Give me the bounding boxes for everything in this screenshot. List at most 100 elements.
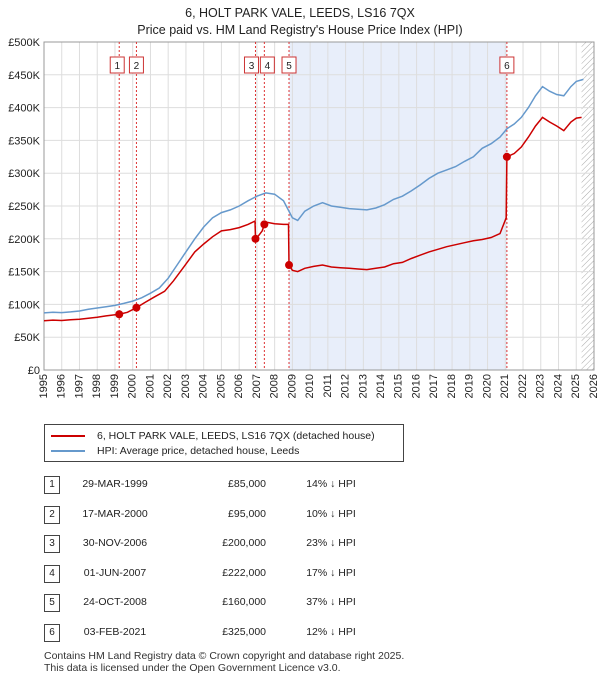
x-tick-label: 2004: [198, 374, 210, 398]
x-tick-label: 2019: [464, 374, 476, 398]
sale-point: [251, 234, 260, 243]
x-tick-label: 1997: [73, 374, 85, 398]
sale-date: 29-MAR-1999: [82, 478, 148, 490]
x-tick-label: 2013: [357, 374, 369, 398]
sale-label-box: [243, 56, 259, 74]
price-chart: £0 £50K £100K £150K £200K £250K £300K £350K £400…: [8, 37, 600, 398]
plot-border: [43, 41, 595, 371]
hpi-difference: 37% ↓ HPI: [306, 596, 356, 608]
x-tick-label: 2024: [552, 374, 564, 398]
legend-label-property: 6, HOLT PARK VALE, LEEDS, LS16 7QX (deta…: [97, 430, 375, 442]
y-tick-label: £350K: [8, 135, 40, 147]
sale-label-number: 6: [504, 61, 510, 72]
x-tick-label: 2003: [180, 374, 192, 398]
x-tick-label: 2018: [446, 374, 458, 398]
sale-date: 30-NOV-2006: [82, 537, 148, 549]
x-tick-label: 2022: [517, 374, 529, 398]
series-line-property: [43, 116, 582, 322]
x-tick-label: 2021: [499, 374, 511, 398]
y-tick-label: £50K: [14, 332, 40, 344]
x-tick-label: 2025: [570, 374, 582, 398]
legend-swatch-blue: [51, 450, 85, 452]
legend-item-hpi: HPI: Average price, detached house, Leed…: [51, 444, 299, 458]
y-tick-label: £150K: [8, 267, 40, 279]
y-tick-label: £300K: [8, 168, 40, 180]
sale-date: 03-FEB-2021: [83, 625, 147, 638]
sale-label-number: 5: [286, 61, 292, 72]
series-line-hpi: [43, 78, 584, 314]
x-tick-label: 2015: [393, 374, 405, 398]
sale-label-box: [109, 56, 125, 74]
x-tick-label: 2000: [127, 374, 139, 398]
x-tick-label: 2002: [162, 374, 174, 398]
x-tick-label: 1999: [109, 374, 121, 398]
x-tick-label: 2014: [375, 374, 387, 398]
sale-point: [260, 220, 269, 229]
hpi-difference: 14% ↓ HPI: [306, 478, 356, 490]
row-number-box: 5: [44, 594, 60, 612]
sale-point: [132, 303, 141, 312]
sale-label-number: 3: [249, 61, 255, 72]
chart-subtitle: Price paid vs. HM Land Registry's House …: [137, 23, 463, 37]
sale-price: £200,000: [222, 537, 266, 549]
x-tick-label: 1998: [91, 374, 103, 398]
row-number-box: 2: [44, 505, 60, 524]
sale-label-box: [128, 56, 144, 74]
sale-price: £325,000: [222, 625, 266, 638]
x-tick-label: 2010: [304, 374, 316, 398]
x-tick-label: 2023: [535, 374, 547, 398]
sale-label-box: [499, 56, 515, 74]
x-tick-label: 2016: [410, 374, 422, 398]
x-tick-label: 2001: [144, 374, 156, 398]
legend-label-hpi: HPI: Average price, detached house, Leed…: [97, 445, 300, 457]
sale-date: 17-MAR-2000: [82, 507, 148, 520]
x-tick-label: 1996: [56, 374, 68, 398]
chart-title-address: 6, HOLT PARK VALE, LEEDS, LS16 7QX: [185, 6, 415, 20]
sale-label-box: [281, 56, 297, 74]
y-tick-label: £250K: [8, 201, 40, 213]
sale-point: [285, 261, 294, 270]
x-tick-label: 2008: [269, 374, 281, 398]
sale-price: £222,000: [222, 566, 266, 579]
x-tick-label: 2011: [322, 374, 334, 398]
sale-label-number: 1: [114, 61, 120, 72]
sale-point: [502, 152, 511, 161]
sale-label-box: [259, 56, 275, 74]
y-tick-label: £100K: [8, 299, 40, 311]
x-tick-label: 2017: [428, 374, 440, 398]
sale-label-number: 2: [134, 61, 140, 72]
row-number-box: 4: [44, 564, 60, 583]
x-tick-label: 2009: [286, 374, 298, 398]
hpi-difference: 17% ↓ HPI: [306, 566, 356, 579]
legend-item-property: 6, HOLT PARK VALE, LEEDS, LS16 7QX (deta…: [51, 429, 375, 443]
y-tick-label: £500K: [8, 37, 40, 49]
x-tick-label: 2007: [251, 374, 263, 398]
hpi-difference: 23% ↓ HPI: [306, 537, 356, 549]
sale-label-number: 4: [265, 61, 271, 72]
hpi-difference: 10% ↓ HPI: [306, 507, 356, 520]
x-tick-label: 2020: [481, 374, 493, 398]
x-tick-label: 2012: [340, 374, 352, 398]
x-tick-label: 2006: [233, 374, 245, 398]
chart-legend: 6, HOLT PARK VALE, LEEDS, LS16 7QX (deta…: [44, 424, 404, 462]
sale-date: 01-JUN-2007: [83, 566, 147, 579]
x-tick-label: 2026: [588, 374, 600, 398]
y-tick-label: £0: [28, 365, 40, 377]
row-number-box: 3: [44, 535, 60, 553]
legend-swatch-red: [51, 435, 85, 437]
footer-licence: This data is licensed under the Open Gov…: [44, 662, 341, 674]
y-tick-label: £200K: [8, 234, 40, 246]
hpi-difference: 12% ↓ HPI: [306, 625, 356, 638]
sale-point: [115, 310, 124, 319]
row-number-box: 1: [44, 476, 60, 494]
x-tick-label: 1995: [38, 374, 50, 398]
sale-price: £85,000: [228, 478, 266, 490]
sale-date: 24-OCT-2008: [83, 596, 147, 608]
sale-price: £95,000: [228, 507, 266, 520]
y-tick-label: £400K: [8, 103, 40, 115]
footer-copyright: Contains HM Land Registry data © Crown c…: [44, 650, 405, 662]
x-tick-label: 2005: [215, 374, 227, 398]
sale-price: £160,000: [222, 596, 266, 608]
row-number-box: 6: [44, 623, 60, 642]
y-tick-label: £450K: [8, 70, 40, 82]
